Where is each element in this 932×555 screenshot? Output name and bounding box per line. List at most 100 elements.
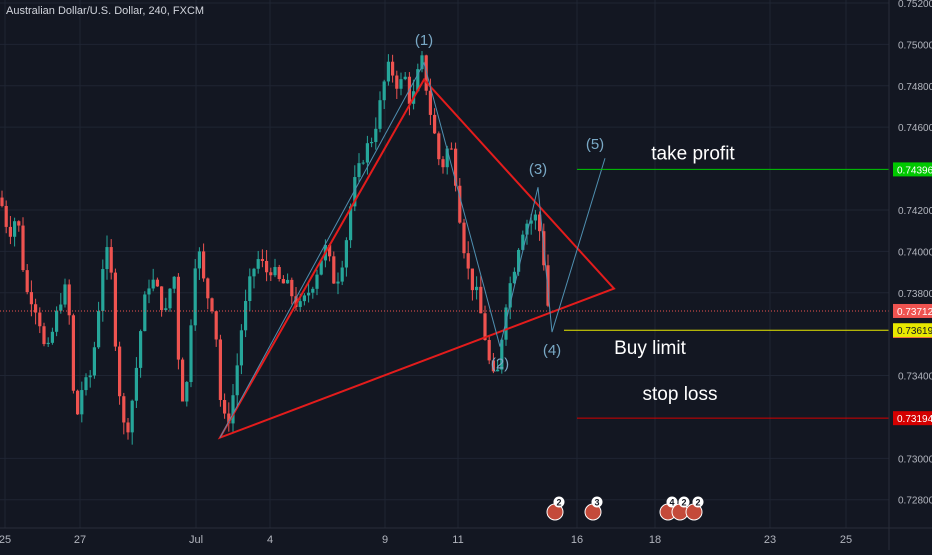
- candle-body: [277, 267, 281, 280]
- price-tick-label: 0.74000: [898, 247, 932, 258]
- candle-body: [445, 148, 449, 168]
- candle-body: [462, 222, 466, 254]
- candle-body: [386, 61, 390, 82]
- candle-body: [143, 294, 147, 332]
- candle-body: [332, 256, 336, 284]
- price-tick-label: 0.74200: [898, 206, 932, 217]
- candle-body: [420, 55, 424, 70]
- candle-body: [63, 284, 67, 305]
- candle-body: [206, 278, 210, 299]
- candle-body: [105, 247, 109, 270]
- candle-body: [147, 288, 151, 295]
- candle-body: [286, 279, 290, 284]
- candle-body: [361, 162, 365, 164]
- candle-body: [109, 247, 113, 273]
- candle-body: [59, 304, 63, 311]
- candle-body: [256, 259, 260, 269]
- candle-body: [122, 396, 126, 423]
- candle-body: [500, 339, 504, 370]
- elliott-wave-line[interactable]: [219, 61, 606, 438]
- candle-body: [25, 270, 29, 293]
- candle-body: [118, 346, 122, 397]
- candle-body: [357, 163, 361, 178]
- buy-limit-price-tag-box: [893, 323, 932, 338]
- candle-body: [265, 260, 269, 273]
- candle-body: [185, 382, 189, 402]
- candle-body: [466, 253, 470, 269]
- last-price-tag-box: [893, 303, 932, 318]
- candle-body: [4, 205, 8, 227]
- time-tick-label: 11: [452, 534, 463, 546]
- candle-body: [437, 133, 441, 160]
- price-tick-label: 0.74600: [898, 123, 932, 134]
- time-tick-label: 25: [840, 534, 852, 546]
- candle-body: [483, 313, 487, 341]
- candle-body: [269, 272, 273, 276]
- candle-body: [521, 234, 525, 250]
- price-tick-label: 0.74800: [898, 82, 932, 93]
- candle-body: [202, 251, 206, 279]
- candle-body: [239, 330, 243, 366]
- candle-body: [538, 214, 542, 232]
- candle-body: [307, 292, 311, 296]
- event-count-text: 2: [695, 498, 700, 508]
- candle-body: [441, 159, 445, 168]
- candle-body: [491, 360, 495, 372]
- candle-body: [525, 223, 529, 235]
- candle-body: [151, 279, 155, 289]
- candle-body: [302, 295, 306, 302]
- candle-body: [80, 390, 84, 415]
- candle-body: [365, 143, 369, 163]
- candle-body: [290, 279, 294, 297]
- candle-body: [496, 369, 500, 372]
- candle-body: [517, 249, 521, 272]
- candle-body: [454, 148, 458, 186]
- candle-body: [504, 307, 508, 340]
- candle-body: [126, 422, 130, 433]
- time-tick-label: 9: [382, 534, 388, 546]
- candle-body: [395, 75, 399, 89]
- candle-body: [370, 142, 374, 144]
- candle-body: [176, 276, 180, 360]
- candle-body: [197, 251, 201, 269]
- candle-body: [244, 301, 248, 331]
- candle-body: [529, 220, 533, 224]
- candle-body: [84, 377, 88, 391]
- price-tick-label: 0.73400: [898, 372, 932, 383]
- candle-body: [172, 276, 176, 289]
- candle-body: [533, 214, 537, 221]
- price-tick-label: 0.73000: [898, 454, 932, 465]
- candle-body: [479, 286, 483, 314]
- candle-body: [97, 311, 101, 348]
- candle-body: [189, 325, 193, 383]
- price-tick-label: 0.75000: [898, 40, 932, 51]
- candle-body: [8, 226, 12, 237]
- candle-body: [391, 61, 395, 76]
- candle-body: [433, 114, 437, 134]
- event-count-text: 3: [594, 498, 599, 508]
- triangle-pattern[interactable]: [217, 77, 616, 440]
- event-count-badge: [692, 496, 704, 508]
- candle-body: [374, 128, 378, 143]
- take-profit-price-tag-box: [893, 162, 932, 177]
- candle-body: [512, 271, 516, 284]
- candle-body: [71, 315, 75, 391]
- candle-body: [344, 240, 348, 268]
- time-tick-label: Jul: [189, 534, 203, 546]
- candle-body: [101, 269, 105, 312]
- candle-body: [298, 301, 302, 307]
- time-tick-label: 27: [74, 534, 86, 546]
- candle-body: [214, 311, 218, 340]
- candle-body: [181, 359, 185, 402]
- candle-body: [416, 69, 420, 92]
- price-tick-label: 0.75200: [898, 0, 932, 10]
- candle-body: [428, 90, 432, 115]
- candle-body: [470, 268, 474, 291]
- stop-loss-price-tag-box: [893, 411, 932, 426]
- buy-limit-price-tag: 0.73619: [897, 326, 932, 337]
- candle-body: [227, 413, 231, 424]
- event-count-badge: [553, 496, 565, 508]
- candle-body: [113, 272, 117, 347]
